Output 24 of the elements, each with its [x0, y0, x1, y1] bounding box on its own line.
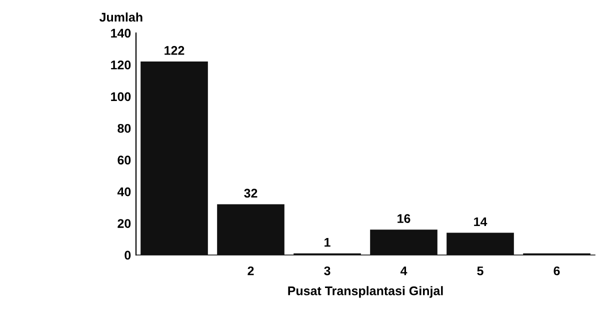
bar [370, 230, 438, 255]
data-label: 14 [474, 217, 488, 226]
bar [217, 204, 284, 255]
y-tick-label: 40 [117, 187, 131, 196]
x-axis-title: Pusat Transplantasi Ginjal [288, 286, 443, 298]
x-tick-label: 5 [477, 266, 484, 276]
data-label: 32 [244, 188, 258, 198]
y-tick-label: 140 [111, 28, 131, 38]
y-tick-label: 0 [124, 250, 131, 260]
x-tick-label: 3 [324, 266, 330, 276]
y-tick-label: 20 [118, 219, 131, 228]
data-label: 1 [324, 238, 330, 247]
y-tick-label: 120 [111, 60, 131, 70]
x-tick-label: 6 [554, 266, 560, 276]
y-axis-title: Jumlah [99, 12, 142, 22]
data-label: 122 [164, 46, 184, 55]
data-label: 16 [398, 214, 410, 223]
x-tick-label: 2 [248, 266, 254, 276]
y-tick-label: 60 [118, 156, 131, 165]
x-tick-label: 4 [400, 266, 408, 276]
y-tick-label: 100 [111, 92, 131, 102]
bar [140, 62, 208, 255]
y-tick-label: 80 [118, 124, 131, 133]
bar [446, 232, 514, 255]
